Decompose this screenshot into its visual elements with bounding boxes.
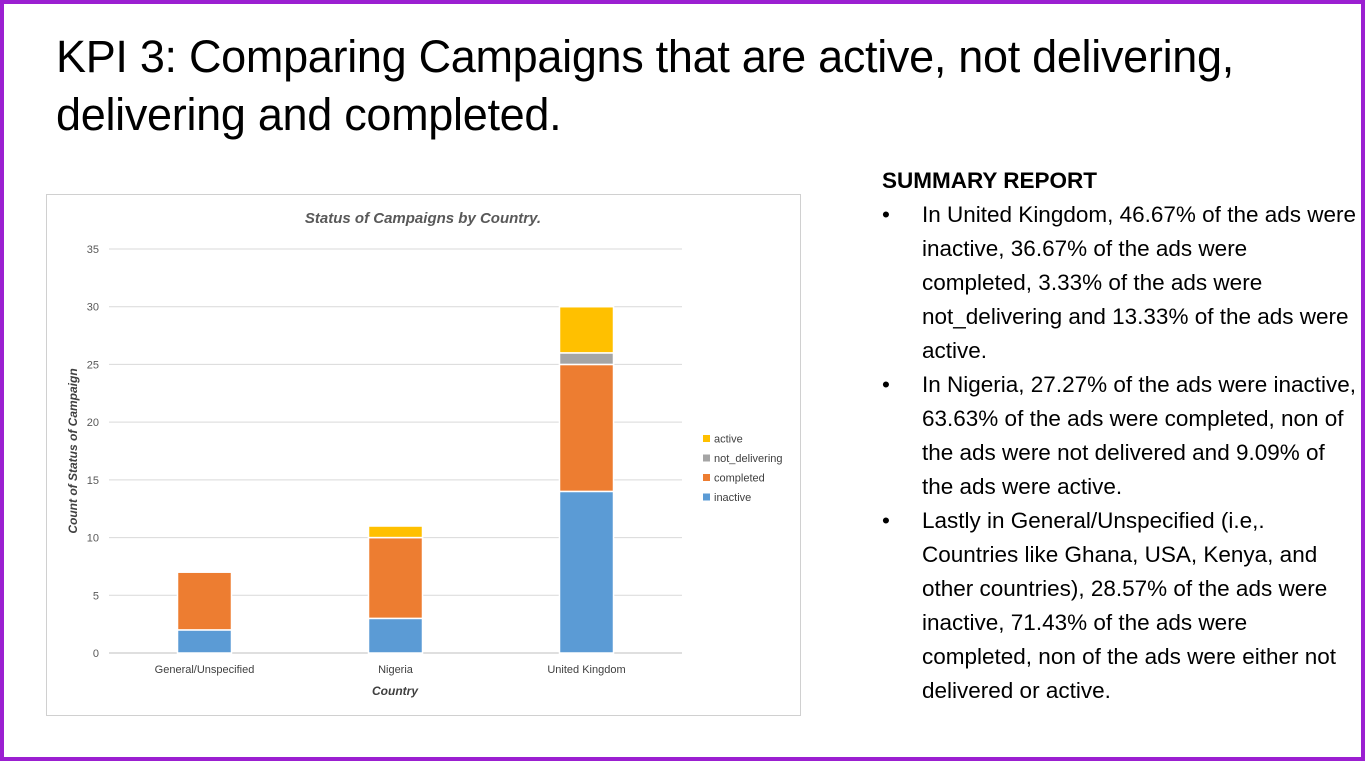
bar-segment-completed — [176, 571, 233, 631]
chart-container: 0 5 10 15 20 25 30 35 Status of Campaigns by Cou… — [46, 194, 801, 716]
legend-label: completed — [714, 473, 765, 485]
bar-segment-inactive — [176, 629, 233, 654]
y-tick-label: 20 — [87, 417, 99, 429]
y-tick-label: 25 — [87, 359, 99, 371]
summary-item-text: Lastly in General/Unspecified (i.e,. Cou… — [922, 508, 1337, 703]
slide-title: KPI 3: Comparing Campaigns that are acti… — [56, 31, 1234, 140]
x-tick-label: United Kingdom — [547, 664, 625, 676]
bullet-icon: • — [882, 372, 890, 397]
bar-segment-completed — [558, 363, 615, 493]
summary-item-text: In Nigeria, 27.27% of the ads were inact… — [922, 372, 1356, 499]
x-tick-label: Nigeria — [378, 664, 414, 676]
bar-segment-active — [367, 525, 424, 539]
stacked-bar-chart: 0 5 10 15 20 25 30 35 Status of Campaigns by Cou… — [66, 210, 783, 698]
y-tick-label: 30 — [87, 302, 99, 314]
summary-list: • In United Kingdom, 46.67% of the ads w… — [882, 198, 1362, 708]
summary-item: • In United Kingdom, 46.67% of the ads w… — [882, 198, 1362, 368]
legend-label: active — [714, 434, 743, 446]
legend-swatch-inactive — [703, 493, 710, 501]
y-tick-label: 5 — [93, 590, 99, 602]
summary-report: SUMMARY REPORT • In United Kingdom, 46.6… — [882, 164, 1362, 708]
summary-heading: SUMMARY REPORT — [882, 168, 1098, 193]
legend-swatch-active — [703, 435, 710, 442]
x-axis-label: Country — [372, 684, 419, 698]
y-tick-label: 35 — [87, 244, 99, 256]
chart-title: Status of Campaigns by Country. — [305, 210, 541, 227]
y-tick-label: 15 — [87, 475, 99, 487]
summary-item: • Lastly in General/Unspecified (i.e,. C… — [882, 504, 1362, 708]
legend-swatch-completed — [703, 474, 710, 481]
bullet-icon: • — [882, 508, 890, 533]
bar-segment-completed — [367, 536, 424, 620]
y-tick-label: 10 — [87, 533, 99, 545]
legend-label: inactive — [714, 492, 751, 504]
legend-swatch-not-delivering — [703, 454, 710, 462]
x-tick-label: General/Unspecified — [155, 664, 255, 676]
summary-item-text: In United Kingdom, 46.67% of the ads wer… — [922, 202, 1357, 363]
y-axis-label: Count of Status of Campaign — [66, 368, 80, 533]
bar-segment-not-delivering — [558, 352, 615, 366]
legend-label: not_delivering — [714, 453, 783, 465]
bar-segment-active — [558, 305, 615, 354]
y-tick-label: 0 — [93, 648, 99, 660]
bar-segment-inactive — [558, 490, 615, 654]
summary-item: • In Nigeria, 27.27% of the ads were ina… — [882, 368, 1362, 504]
bar-segment-inactive — [367, 617, 424, 654]
bullet-icon: • — [882, 202, 890, 227]
